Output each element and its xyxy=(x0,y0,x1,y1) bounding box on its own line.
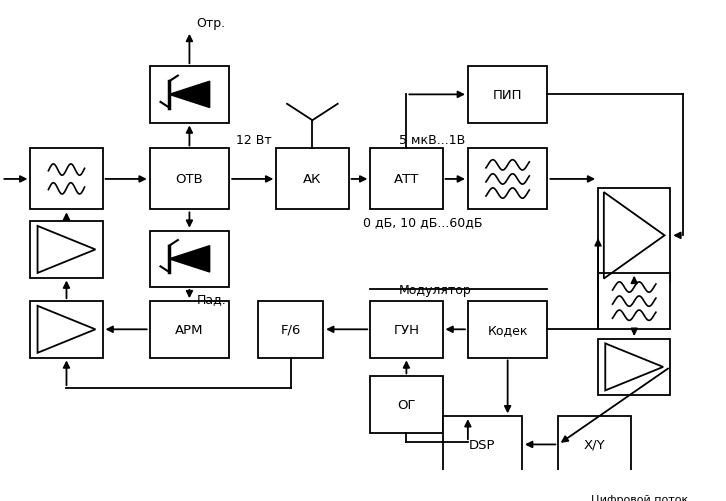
Bar xyxy=(468,302,547,358)
Bar xyxy=(598,274,670,330)
Bar xyxy=(150,302,229,358)
Bar xyxy=(150,231,229,288)
Bar xyxy=(30,149,102,210)
Bar xyxy=(150,149,229,210)
Text: Модулятор: Модулятор xyxy=(399,284,472,297)
Bar xyxy=(370,377,443,433)
Bar xyxy=(276,149,348,210)
Text: F/6: F/6 xyxy=(280,323,301,336)
Text: АРМ: АРМ xyxy=(175,323,204,336)
Bar xyxy=(30,302,102,358)
Bar xyxy=(598,189,670,283)
Bar xyxy=(370,149,443,210)
Text: Отр.: Отр. xyxy=(197,17,226,30)
Text: 12 Вт: 12 Вт xyxy=(237,134,272,147)
Text: 0 дБ, 10 дБ...60дБ: 0 дБ, 10 дБ...60дБ xyxy=(363,216,483,228)
Text: ОГ: ОГ xyxy=(397,398,416,411)
Text: ОТВ: ОТВ xyxy=(176,173,203,186)
Text: Цифровой поток: Цифровой поток xyxy=(591,494,688,501)
Text: X/Y: X/Y xyxy=(584,438,605,451)
Text: 5 мкВ...1В: 5 мкВ...1В xyxy=(399,134,465,147)
Bar xyxy=(30,222,102,278)
Bar xyxy=(370,302,443,358)
Text: АК: АК xyxy=(303,173,322,186)
Bar xyxy=(258,302,323,358)
Text: АТТ: АТТ xyxy=(393,173,419,186)
Bar xyxy=(598,339,670,395)
Text: ПИП: ПИП xyxy=(493,89,523,102)
Text: ГУН: ГУН xyxy=(393,323,420,336)
Bar xyxy=(558,416,631,472)
Text: Пад.: Пад. xyxy=(197,292,227,305)
Bar xyxy=(150,67,229,123)
Bar xyxy=(468,67,547,123)
Polygon shape xyxy=(169,82,210,108)
Polygon shape xyxy=(169,246,210,273)
Bar xyxy=(468,149,547,210)
Text: Кодек: Кодек xyxy=(487,323,528,336)
Bar xyxy=(443,416,522,472)
Text: DSP: DSP xyxy=(469,438,496,451)
